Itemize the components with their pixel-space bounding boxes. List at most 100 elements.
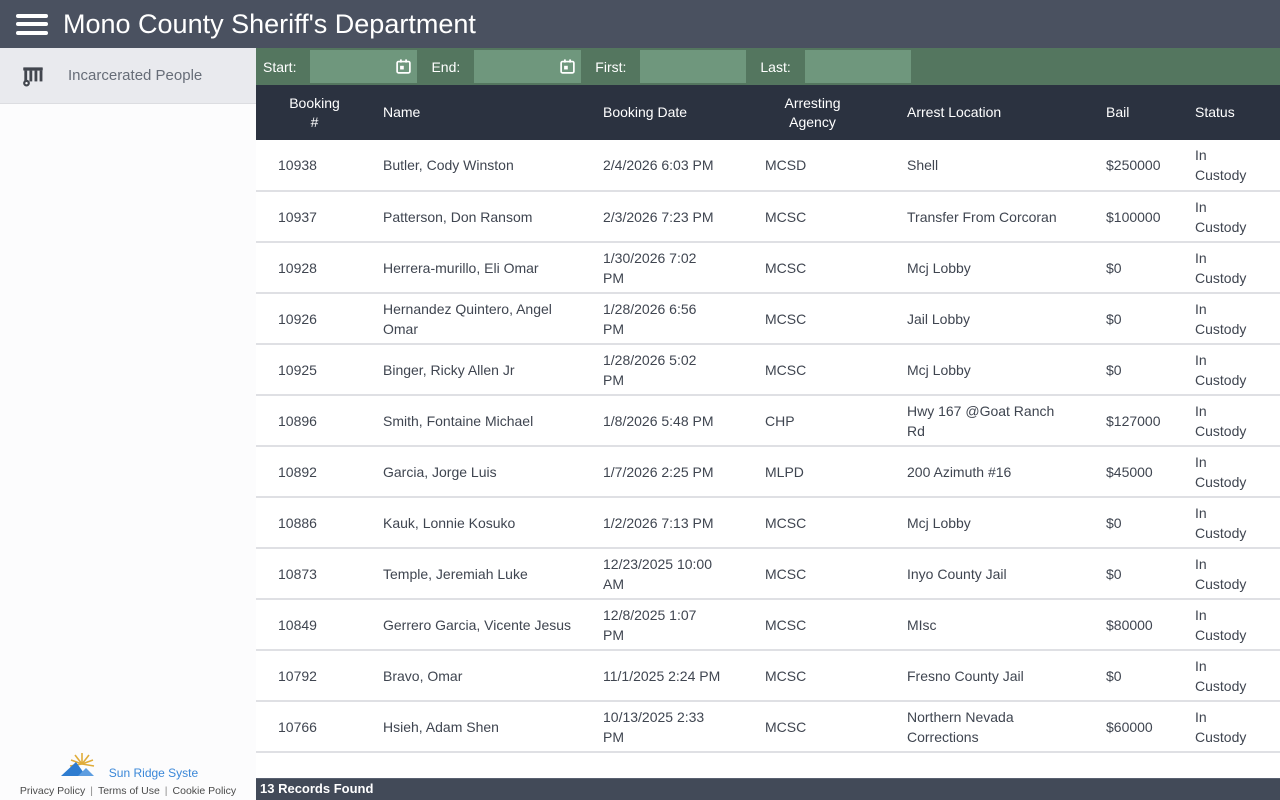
table-row[interactable]: 10892 Garcia, Jorge Luis 1/7/2026 2:25 P… — [256, 446, 1280, 498]
cell-name: Temple, Jeremiah Luke — [373, 548, 593, 600]
column-header-bail: Bail — [1096, 85, 1185, 140]
cell-arrest-location: Mcj Lobby — [880, 242, 1096, 294]
cell-bail: $127000 — [1096, 395, 1185, 447]
cell-arrest-location: Inyo County Jail — [880, 548, 1096, 600]
cell-bail: $0 — [1096, 548, 1185, 600]
cell-arresting-agency: MCSC — [745, 191, 880, 243]
filter-bar: Start: End: — [256, 48, 1280, 85]
end-date-field — [474, 50, 582, 83]
cell-arresting-agency: MCSC — [745, 344, 880, 396]
cell-booking-date: 1/7/2026 2:25 PM — [593, 446, 745, 498]
cell-status: In Custody — [1185, 497, 1280, 549]
sidebar-footer: Sun Ridge Syste Privacy Policy | Terms of … — [0, 752, 256, 797]
cell-arresting-agency: MCSC — [745, 242, 880, 294]
cell-booking-number: 10892 — [256, 446, 373, 498]
cell-name: Hernandez Quintero, Angel Omar — [373, 293, 593, 345]
cell-arresting-agency: MLPD — [745, 446, 880, 498]
cell-booking-date: 1/28/2026 5:02 PM — [593, 344, 745, 396]
table-row[interactable]: 10926 Hernandez Quintero, Angel Omar 1/2… — [256, 293, 1280, 345]
column-header-arresting-agency: Arresting Agency — [745, 85, 880, 140]
cell-status: In Custody — [1185, 242, 1280, 294]
cell-booking-number: 10849 — [256, 599, 373, 651]
first-name-input[interactable] — [640, 50, 747, 83]
start-date-field — [310, 50, 418, 83]
link-separator: | — [90, 785, 93, 797]
cell-bail: $45000 — [1096, 446, 1185, 498]
cookie-policy-link[interactable]: Cookie Policy — [172, 785, 237, 797]
table-row[interactable]: 10925 Binger, Ricky Allen Jr 1/28/2026 5… — [256, 344, 1280, 396]
main-content: Start: End: — [256, 48, 1280, 800]
end-date-calendar-icon[interactable] — [557, 50, 581, 83]
cell-booking-date: 2/3/2026 7:23 PM — [593, 191, 745, 243]
table-row[interactable]: 10928 Herrera-murillo, Eli Omar 1/30/202… — [256, 242, 1280, 294]
cell-name: Patterson, Don Ransom — [373, 191, 593, 243]
cell-arresting-agency: MCSC — [745, 701, 880, 753]
table-row[interactable]: 10792 Bravo, Omar 11/1/2025 2:24 PM MCSC… — [256, 650, 1280, 702]
cell-name: Gerrero Garcia, Vicente Jesus — [373, 599, 593, 651]
cell-bail: $250000 — [1096, 140, 1185, 192]
sidebar-item-incarcerated-people[interactable]: Incarcerated People — [0, 48, 256, 104]
cell-arrest-location: Hwy 167 @Goat Ranch Rd — [880, 395, 1096, 447]
brand-name: Sun Ridge Syste — [108, 766, 199, 780]
hamburger-menu-icon[interactable] — [16, 9, 48, 39]
cell-arrest-location: Mcj Lobby — [880, 344, 1096, 396]
cell-arrest-location: Transfer From Corcoran — [880, 191, 1096, 243]
cell-status: In Custody — [1185, 344, 1280, 396]
cell-status: In Custody — [1185, 191, 1280, 243]
column-header-booking-number: Booking # — [256, 85, 373, 140]
table-row[interactable]: 10873 Temple, Jeremiah Luke 12/23/2025 1… — [256, 548, 1280, 600]
sun-ridge-logo-icon — [58, 752, 104, 783]
cell-status: In Custody — [1185, 446, 1280, 498]
table-row[interactable]: 10938 Butler, Cody Winston 2/4/2026 6:03… — [256, 140, 1280, 192]
privacy-policy-link[interactable]: Privacy Policy — [19, 785, 86, 797]
cell-booking-number: 10896 — [256, 395, 373, 447]
start-date-calendar-icon[interactable] — [393, 50, 417, 83]
cell-arrest-location: Northern Nevada Corrections — [880, 701, 1096, 753]
table-row[interactable]: 10849 Gerrero Garcia, Vicente Jesus 12/8… — [256, 599, 1280, 651]
cell-arresting-agency: MCSC — [745, 599, 880, 651]
last-name-label: Last: — [760, 58, 791, 75]
cell-name: Garcia, Jorge Luis — [373, 446, 593, 498]
column-header-booking-date: Booking Date — [593, 85, 745, 140]
cell-booking-number: 10928 — [256, 242, 373, 294]
cell-arrest-location: Shell — [880, 140, 1096, 192]
cell-arresting-agency: CHP — [745, 395, 880, 447]
cell-status: In Custody — [1185, 140, 1280, 192]
cell-status: In Custody — [1185, 599, 1280, 651]
cell-bail: $60000 — [1096, 701, 1185, 753]
terms-of-use-link[interactable]: Terms of Use — [97, 785, 160, 797]
cell-name: Binger, Ricky Allen Jr — [373, 344, 593, 396]
start-date-input[interactable] — [310, 50, 394, 83]
last-name-input[interactable] — [804, 50, 911, 83]
cell-arrest-location: Mcj Lobby — [880, 497, 1096, 549]
cell-booking-date: 12/8/2025 1:07 PM — [593, 599, 745, 651]
cell-booking-date: 11/1/2025 2:24 PM — [593, 650, 745, 702]
app-header: Mono County Sheriff's Department — [0, 0, 1280, 48]
cell-status: In Custody — [1185, 293, 1280, 345]
cell-bail: $0 — [1096, 242, 1185, 294]
table-row[interactable]: 10766 Hsieh, Adam Shen 10/13/2025 2:33 P… — [256, 701, 1280, 753]
sidebar: Incarcerated People — [0, 48, 256, 800]
cell-booking-date: 1/30/2026 7:02 PM — [593, 242, 745, 294]
cell-name: Butler, Cody Winston — [373, 140, 593, 192]
cell-name: Kauk, Lonnie Kosuko — [373, 497, 593, 549]
cell-booking-date: 2/4/2026 6:03 PM — [593, 140, 745, 192]
cell-booking-number: 10937 — [256, 191, 373, 243]
cell-status: In Custody — [1185, 548, 1280, 600]
cell-booking-date: 1/8/2026 5:48 PM — [593, 395, 745, 447]
cell-name: Hsieh, Adam Shen — [373, 701, 593, 753]
cell-arrest-location: 200 Azimuth #16 — [880, 446, 1096, 498]
table-row[interactable]: 10886 Kauk, Lonnie Kosuko 1/2/2026 7:13 … — [256, 497, 1280, 549]
column-header-status: Status — [1185, 85, 1280, 140]
sidebar-item-label: Incarcerated People — [68, 67, 203, 84]
end-date-input[interactable] — [474, 50, 558, 83]
table-row[interactable]: 10937 Patterson, Don Ransom 2/3/2026 7:2… — [256, 191, 1280, 243]
cell-status: In Custody — [1185, 701, 1280, 753]
page-title: Mono County Sheriff's Department — [63, 8, 476, 39]
cell-bail: $0 — [1096, 293, 1185, 345]
cell-booking-number: 10873 — [256, 548, 373, 600]
cell-name: Herrera-murillo, Eli Omar — [373, 242, 593, 294]
cell-bail: $0 — [1096, 344, 1185, 396]
cell-arresting-agency: MCSC — [745, 548, 880, 600]
table-row[interactable]: 10896 Smith, Fontaine Michael 1/8/2026 5… — [256, 395, 1280, 447]
